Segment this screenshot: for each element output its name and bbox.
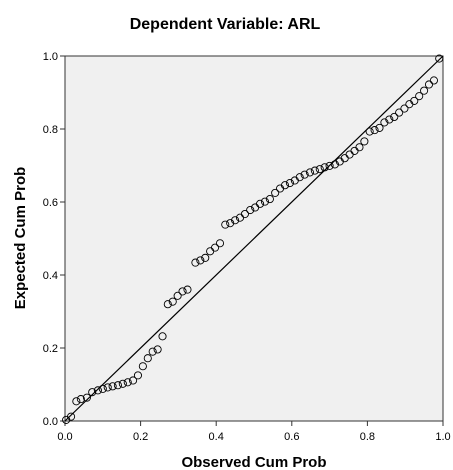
data-point <box>390 112 399 122</box>
data-point <box>211 243 220 252</box>
data-point <box>138 362 147 371</box>
x-tick-label: 0.2 <box>133 431 148 443</box>
data-point <box>128 376 138 385</box>
data-point <box>240 209 249 219</box>
data-point <box>295 173 304 182</box>
data-point <box>215 239 225 248</box>
data-point <box>123 378 132 387</box>
data-point <box>355 143 364 152</box>
y-tick-label: 0.0 <box>43 416 58 428</box>
data-point <box>310 166 319 175</box>
data-point <box>183 285 192 294</box>
data-point <box>178 287 187 296</box>
data-point <box>420 86 429 95</box>
data-point <box>325 161 334 170</box>
x-axis-title: Observed Cum Prob <box>181 454 326 470</box>
reference-diagonal-line <box>64 55 444 422</box>
data-point <box>133 371 143 380</box>
data-point <box>148 347 157 356</box>
y-tick-label: 0.6 <box>43 197 58 209</box>
y-tick-label: 0.8 <box>43 124 58 136</box>
data-point <box>88 388 97 397</box>
data-point <box>93 386 102 395</box>
y-tick-label: 0.2 <box>43 343 58 355</box>
data-point <box>191 258 200 267</box>
data-point <box>410 96 419 105</box>
data-point <box>103 383 112 392</box>
x-tick-label: 0.6 <box>284 431 299 443</box>
data-point <box>300 170 309 179</box>
data-point <box>163 300 172 309</box>
data-point <box>226 219 235 228</box>
data-point <box>360 137 369 146</box>
data-point <box>380 118 389 127</box>
data-point <box>76 395 85 404</box>
data-points <box>62 54 444 424</box>
data-point <box>66 412 76 421</box>
data-point <box>315 165 324 174</box>
y-axis: 0.0 0.2 0.4 0.6 0.8 1.0 <box>43 51 65 428</box>
data-point <box>365 127 374 136</box>
data-point <box>153 345 162 354</box>
data-point <box>246 205 255 215</box>
data-point <box>435 54 444 63</box>
data-point <box>113 381 122 390</box>
y-axis-title: Expected Cum Prob <box>12 167 29 310</box>
x-axis: 0.0 0.2 0.4 0.6 0.8 1.0 <box>57 421 451 443</box>
data-point <box>168 297 177 306</box>
y-tick-label: 0.4 <box>43 270 58 282</box>
data-point <box>255 199 265 208</box>
data-point <box>260 197 270 206</box>
data-point <box>98 384 107 393</box>
data-point <box>370 126 379 135</box>
data-point <box>320 163 329 172</box>
data-point <box>330 160 339 169</box>
x-tick-label: 0.4 <box>209 431 224 443</box>
data-point <box>201 253 210 262</box>
data-point <box>400 104 409 113</box>
data-point <box>429 76 438 85</box>
data-point <box>285 178 294 188</box>
data-point <box>108 382 117 391</box>
data-point <box>231 216 240 225</box>
data-point <box>305 168 314 177</box>
data-point <box>280 181 290 190</box>
data-point <box>82 393 91 402</box>
data-point <box>395 108 404 117</box>
data-point <box>143 354 152 363</box>
data-point <box>221 220 230 229</box>
x-tick-label: 0.8 <box>360 431 375 443</box>
x-tick-label: 1.0 <box>435 431 450 443</box>
data-point <box>118 379 127 388</box>
data-point <box>385 115 394 124</box>
data-point <box>72 397 81 406</box>
chart-title: Dependent Variable: ARL <box>130 16 321 33</box>
data-point <box>415 92 424 101</box>
data-point <box>424 80 434 89</box>
data-point <box>196 256 205 265</box>
data-point <box>158 332 167 341</box>
data-point <box>375 123 384 132</box>
y-tick-label: 1.0 <box>43 51 58 63</box>
data-point <box>271 188 280 197</box>
data-point <box>173 291 182 300</box>
data-point <box>265 195 274 204</box>
x-tick-label: 0.0 <box>57 431 72 443</box>
